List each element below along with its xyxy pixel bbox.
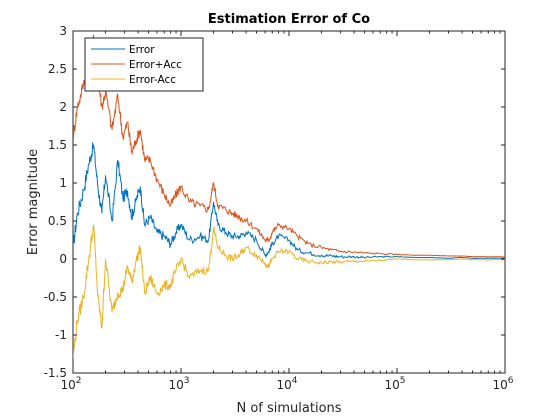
x-axis-label: N of simulations xyxy=(236,401,341,416)
x-tick-exponent: 2 xyxy=(76,376,82,386)
x-tick-label: 106 xyxy=(492,376,513,392)
x-tick-label: 105 xyxy=(384,376,405,392)
y-tick-label: 0 xyxy=(59,252,67,266)
x-tick-exponent: 6 xyxy=(508,376,514,386)
y-tick-label: -0.5 xyxy=(44,290,67,304)
x-tick-label: 102 xyxy=(60,376,81,392)
x-tick-label: 103 xyxy=(168,376,189,392)
y-tick-label: 2 xyxy=(59,100,67,114)
x-tick-label: 104 xyxy=(276,376,297,392)
legend-label: Error xyxy=(129,44,155,56)
legend-label: Error+Acc xyxy=(129,59,182,71)
series-line-error-acc xyxy=(73,224,505,358)
y-tick-label: 2.5 xyxy=(48,62,67,76)
y-tick-label: 1 xyxy=(59,176,67,190)
y-tick-label: 3 xyxy=(59,24,67,38)
y-tick-label: 1.5 xyxy=(48,138,67,152)
y-tick-label: -1 xyxy=(55,328,67,342)
series-line-error xyxy=(73,142,505,259)
y-tick-label: -1.5 xyxy=(44,366,67,380)
legend: Error Error+Acc Error-Acc xyxy=(84,37,204,92)
x-tick-exponent: 3 xyxy=(184,376,190,386)
x-tick-exponent: 5 xyxy=(400,376,406,386)
y-axis-label: Error magnitude xyxy=(26,149,41,255)
legend-label: Error-Acc xyxy=(129,74,176,86)
y-tick-label: 0.5 xyxy=(48,214,67,228)
series-line-error-acc xyxy=(73,34,505,258)
x-tick-exponent: 4 xyxy=(292,376,298,386)
chart-title: Estimation Error of Co xyxy=(208,12,370,27)
